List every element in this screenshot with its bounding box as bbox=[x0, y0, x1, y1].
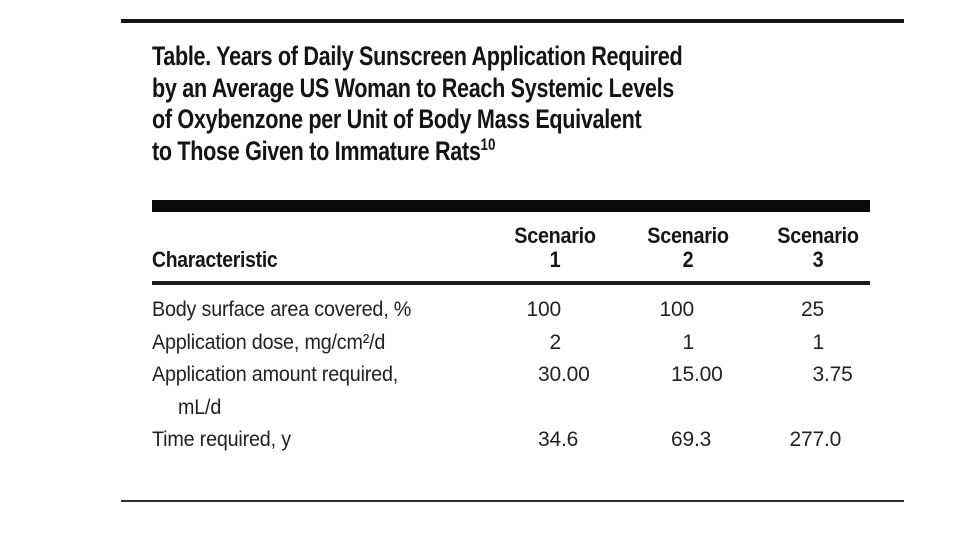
header-label: Scenario bbox=[514, 223, 596, 248]
value: 1 bbox=[812, 330, 825, 354]
row-label-continuation: mL/d bbox=[178, 395, 222, 419]
row-label-cell: Body surface area covered, % bbox=[152, 294, 505, 327]
value: 34.6 bbox=[538, 428, 579, 451]
header-cell-scenario-2: Scenario 2 bbox=[638, 224, 738, 272]
header-label: Scenario bbox=[777, 223, 859, 248]
value-cell: 69.3 bbox=[638, 424, 738, 457]
row-label: Application dose, mg/cm²/d bbox=[152, 330, 386, 354]
table-title-line: of Oxybenzone per Unit of Body Mass Equi… bbox=[152, 104, 642, 135]
reference-superscript: 10 bbox=[480, 135, 496, 155]
header-label: Scenario bbox=[647, 223, 729, 248]
top-column-rule bbox=[121, 19, 904, 23]
header-label: 1 bbox=[549, 247, 561, 272]
value: 15.00 bbox=[671, 363, 723, 386]
header-label: 3 bbox=[812, 247, 824, 272]
header-label: 2 bbox=[682, 247, 694, 272]
header-cell-scenario-1: Scenario 1 bbox=[505, 224, 605, 272]
value-cell: 1 bbox=[638, 327, 738, 360]
header-label: Characteristic bbox=[152, 247, 278, 272]
table-title-line: Table. Years of Daily Sunscreen Applicat… bbox=[152, 41, 683, 71]
value-cell: 34.6 bbox=[505, 424, 605, 457]
value-cell: 100 bbox=[505, 294, 605, 327]
value: 69.3 bbox=[671, 428, 712, 451]
value: 30.00 bbox=[538, 363, 590, 386]
table-row: Application amount required, mL/d 30.00 … bbox=[152, 359, 870, 424]
value-cell: 277.0 bbox=[768, 424, 868, 457]
table-body: Body surface area covered, % 100 100 25 … bbox=[152, 285, 870, 457]
table-top-bar bbox=[152, 200, 870, 212]
table-title-line: by an Average US Woman to Reach Systemic… bbox=[152, 72, 674, 103]
value-cell: 100 bbox=[638, 294, 738, 327]
row-label-cell: Time required, y bbox=[152, 424, 505, 457]
value-cell: 1 bbox=[768, 327, 868, 360]
value: 2 bbox=[549, 330, 562, 354]
table-row: Application dose, mg/cm²/d 2 1 1 bbox=[152, 327, 870, 360]
value-cell: 2 bbox=[505, 327, 605, 360]
value: 3.75 bbox=[812, 363, 853, 386]
table-row: Time required, y 34.6 69.3 277.0 bbox=[152, 424, 870, 457]
row-label: Application amount required, bbox=[152, 363, 399, 386]
value-cell: 3.75 bbox=[768, 359, 868, 392]
table-header-row: Characteristic Scenario 1 Scenario 2 Sce… bbox=[152, 212, 870, 285]
row-label: Time required, y bbox=[152, 428, 291, 451]
value-cell: 30.00 bbox=[505, 359, 605, 392]
row-label-cell: Application dose, mg/cm²/d bbox=[152, 327, 505, 360]
value-cell: 15.00 bbox=[638, 359, 738, 392]
row-label-cell: Application amount required, mL/d bbox=[152, 359, 505, 424]
value-cell: 25 bbox=[768, 294, 868, 327]
value: 1 bbox=[682, 330, 695, 354]
value: 25 bbox=[801, 298, 824, 321]
table-title: Table. Years of Daily Sunscreen Applicat… bbox=[152, 41, 920, 168]
bottom-column-rule bbox=[121, 500, 904, 502]
value: 100 bbox=[659, 298, 695, 321]
header-cell-scenario-3: Scenario 3 bbox=[768, 224, 868, 272]
value: 277.0 bbox=[789, 428, 842, 451]
header-cell-characteristic: Characteristic bbox=[152, 248, 505, 272]
table-row: Body surface area covered, % 100 100 25 bbox=[152, 294, 870, 327]
row-label: Body surface area covered, % bbox=[152, 298, 412, 321]
table-title-line: to Those Given to Immature Rats bbox=[152, 136, 481, 167]
value: 100 bbox=[526, 298, 562, 321]
